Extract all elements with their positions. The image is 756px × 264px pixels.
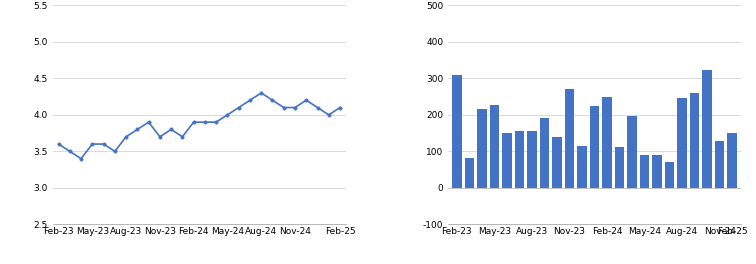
Bar (727, 133, 737, 188)
Bar (540, 118, 549, 188)
Bar (640, 155, 649, 188)
Bar (603, 97, 612, 188)
Bar (590, 106, 600, 188)
Bar (702, 70, 712, 188)
Bar (715, 142, 724, 188)
Bar (477, 109, 487, 188)
Bar (515, 130, 524, 188)
Bar (465, 158, 474, 188)
Bar (627, 116, 637, 188)
Bar (677, 98, 686, 188)
Bar (502, 133, 512, 188)
Bar (615, 147, 624, 188)
Bar (527, 130, 537, 188)
Bar (578, 146, 587, 188)
Bar (665, 162, 674, 188)
Bar (652, 155, 662, 188)
Bar (452, 75, 462, 188)
Bar (690, 93, 699, 188)
Bar (565, 89, 574, 188)
Bar (553, 137, 562, 188)
Bar (490, 105, 499, 188)
